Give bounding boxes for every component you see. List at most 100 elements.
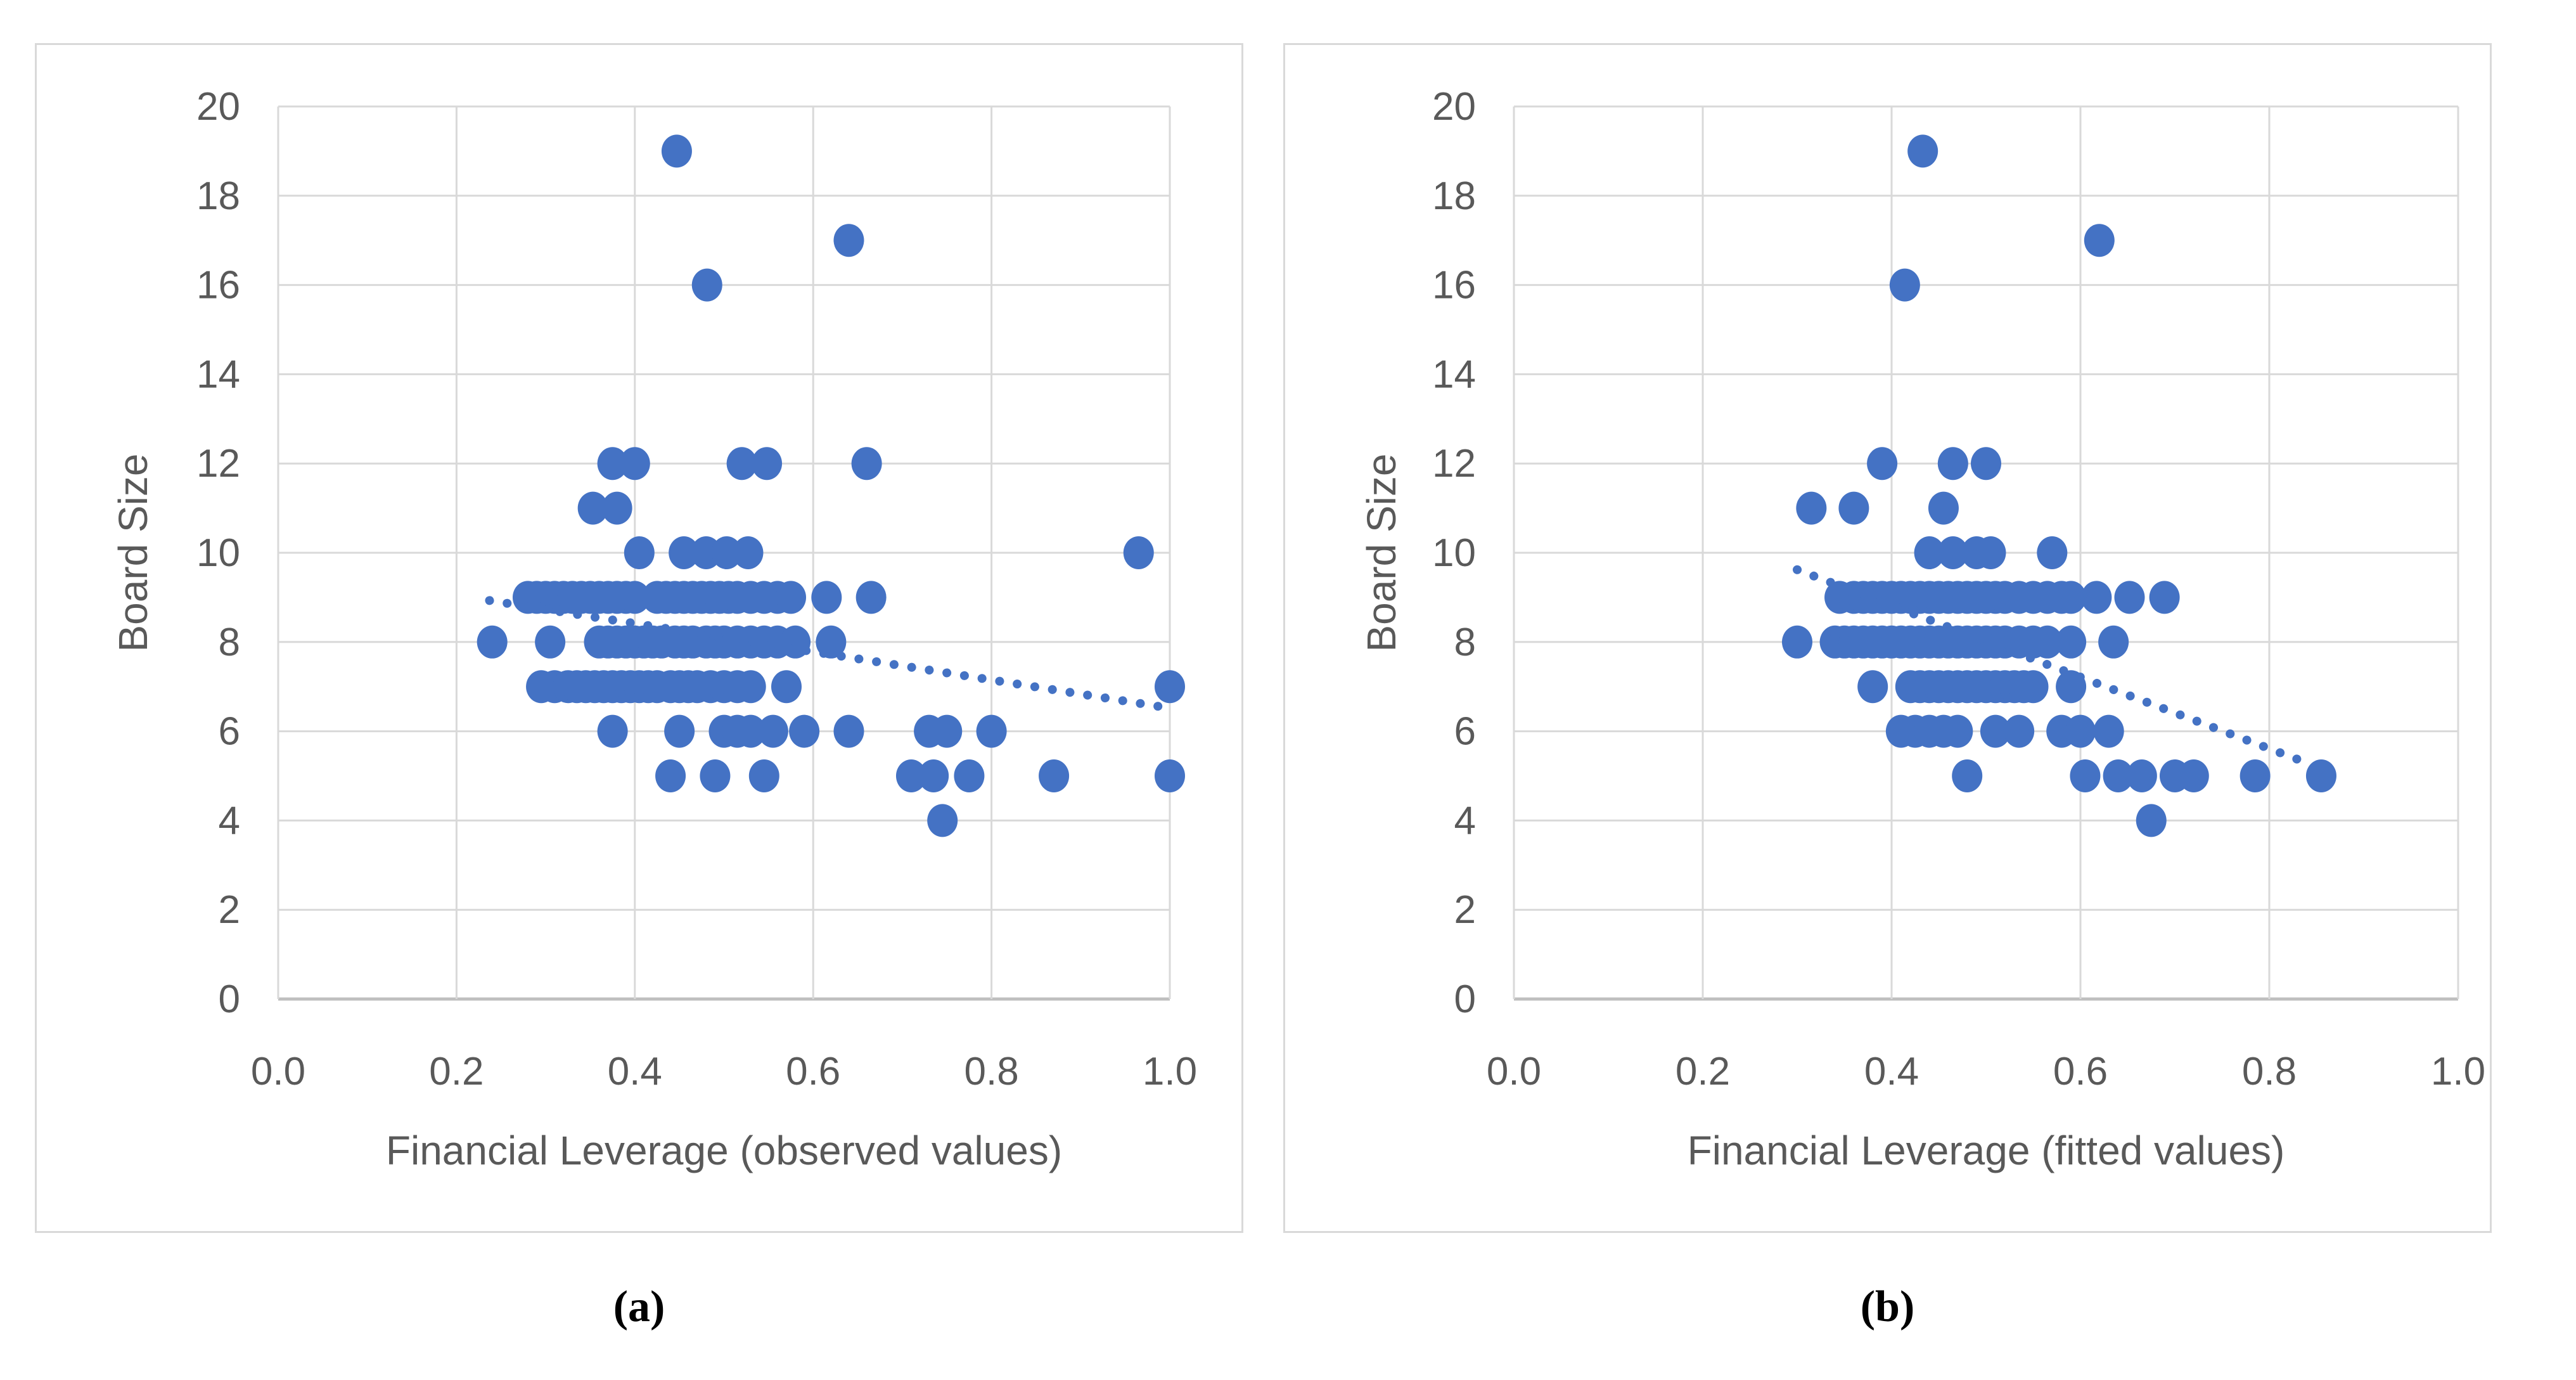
data-point (2098, 625, 2129, 659)
data-point (2093, 714, 2124, 748)
caption-a: (a) (613, 1282, 665, 1331)
x-tick-label: 0.8 (2242, 1050, 2297, 1093)
y-tick-label: 16 (196, 264, 240, 307)
x-tick-label: 0.2 (1676, 1050, 1730, 1093)
data-point (2018, 670, 2049, 704)
data-point (1155, 759, 1185, 792)
scatter-plot-observed: 0 2 4 6 8 10 12 14 16 18 20 0.0 0.2 0.4 0.6 0.8 1.0 (196, 85, 1197, 1093)
data-point (597, 447, 628, 480)
data-point (757, 714, 788, 748)
data-point (2126, 759, 2157, 792)
x-tick-label: 0.2 (429, 1050, 484, 1093)
data-point (1039, 759, 1070, 792)
data-point (601, 491, 632, 525)
data-point (664, 714, 695, 748)
data-point (833, 714, 864, 748)
y-tick-label: 0 (1454, 977, 1476, 1021)
y-tick-label: 8 (1454, 621, 1476, 664)
data-point (976, 714, 1007, 748)
data-point (1867, 447, 1898, 480)
data-point (2305, 759, 2336, 792)
y-tick-label: 0 (219, 977, 240, 1021)
y-tick-label: 18 (196, 174, 240, 218)
data-point (726, 447, 757, 480)
data-point (2240, 759, 2271, 792)
y-tick-label: 14 (1432, 352, 1476, 396)
y-tick-label: 6 (219, 710, 240, 754)
data-point (655, 759, 686, 792)
data-point (1155, 670, 1185, 704)
y-tick-label: 2 (1454, 888, 1476, 932)
data-point (811, 581, 842, 614)
data-point (624, 536, 655, 569)
data-point (535, 625, 566, 659)
y-tick-label: 16 (1432, 264, 1476, 307)
data-point (748, 759, 779, 792)
data-point (1857, 670, 1888, 704)
data-point (954, 759, 985, 792)
data-point (2136, 804, 2167, 837)
data-point (700, 759, 731, 792)
data-point (2149, 581, 2180, 614)
y-tick-label: 6 (1454, 710, 1476, 754)
data-point (1971, 447, 2001, 480)
data-point (789, 714, 820, 748)
data-point (735, 714, 766, 748)
data-point (918, 759, 949, 792)
y-tick-label: 12 (1432, 442, 1476, 486)
x-tick-label: 1.0 (1143, 1050, 1197, 1093)
data-point (927, 804, 958, 837)
caption-b: (b) (1860, 1282, 1915, 1331)
data-point (1937, 447, 1968, 480)
data-point (752, 447, 783, 480)
y-tick-label: 20 (196, 85, 240, 129)
data-point (2178, 759, 2209, 792)
y-tick-label: 14 (196, 352, 240, 396)
data-point (1782, 625, 1812, 659)
x-tick-label: 0.8 (964, 1050, 1018, 1093)
data-point (1914, 536, 1945, 569)
x-tick-label: 0.4 (608, 1050, 662, 1093)
data-point (2056, 625, 2087, 659)
data-point (1937, 536, 1968, 569)
data-point (2070, 759, 2101, 792)
scatter-plot-fitted: 0 2 4 6 8 10 12 14 16 18 20 0.0 0.2 0.4 0.6 0.8 1.0 (1432, 85, 2485, 1093)
data-point (1796, 491, 1827, 525)
data-point (833, 224, 864, 257)
x-tick-label: 0.4 (1864, 1050, 1919, 1093)
data-point (2056, 581, 2087, 614)
x-axis-title: Financial Leverage (fitted values) (1687, 1128, 2285, 1173)
data-point (851, 447, 882, 480)
data-point (2065, 714, 2096, 748)
y-tick-label: 12 (196, 442, 240, 486)
data-point (776, 581, 807, 614)
data-point (1907, 134, 1938, 168)
data-point (771, 670, 802, 704)
data-point (661, 134, 692, 168)
data-point (2037, 536, 2068, 569)
data-point (932, 714, 963, 748)
y-tick-label: 8 (219, 621, 240, 664)
data-point (691, 268, 722, 302)
data-point (577, 491, 608, 525)
data-point (597, 714, 628, 748)
data-point (1928, 491, 1959, 525)
data-point (855, 581, 887, 614)
y-axis-title: Board Size (110, 453, 156, 652)
y-tick-label: 18 (1432, 174, 1476, 218)
data-point (895, 759, 926, 792)
chart-panel-a: 0 2 4 6 8 10 12 14 16 18 20 0.0 0.2 0.4 0.6 0.8 1.0 Boar… (35, 43, 1243, 1233)
y-tick-label: 20 (1432, 85, 1476, 129)
y-tick-label: 2 (219, 888, 240, 932)
y-tick-label: 4 (1454, 799, 1476, 842)
data-point (733, 536, 764, 569)
data-point (619, 447, 650, 480)
data-point (711, 536, 742, 569)
y-tick-label: 10 (196, 531, 240, 575)
x-tick-label: 1.0 (2431, 1050, 2485, 1093)
data-point (1123, 536, 1154, 569)
x-tick-label: 0.6 (2053, 1050, 2108, 1093)
data-point (2004, 714, 2035, 748)
data-point (1838, 491, 1869, 525)
